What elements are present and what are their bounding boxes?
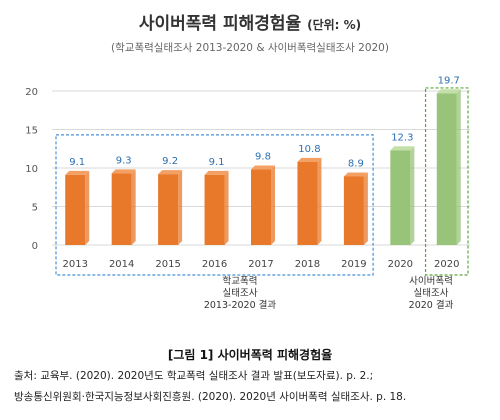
- x-tick-label: 2018: [295, 259, 320, 270]
- bar-top: [65, 170, 90, 175]
- data-label: 9.3: [116, 155, 132, 166]
- y-tick-label: 5: [32, 203, 38, 214]
- chart-unit: (단위: %): [307, 18, 362, 32]
- x-tick-label: 2020: [388, 259, 413, 270]
- bar-chart: 0 5 10 15 20 9.1 2013 9.3 2014 9.2 2015 9.1 2016 9.8 2…: [25, 75, 470, 276]
- x-tick-label: 2014: [109, 259, 134, 270]
- bar: [65, 174, 86, 245]
- bar: [204, 174, 225, 245]
- bar-top: [204, 170, 229, 175]
- x-tick-label: 2015: [155, 259, 180, 270]
- bar-top: [343, 172, 368, 177]
- chart-title-text: 사이버폭력 피해경험율: [138, 14, 302, 34]
- x-tick-label: 2019: [341, 259, 366, 270]
- bar-top: [251, 165, 275, 170]
- source-line-1: 출처: 교육부. (2020). 2020년도 학교폭력 실태조사 결과 발표(…: [14, 370, 374, 382]
- x-tick-label: 2016: [202, 259, 227, 270]
- bar: [111, 173, 132, 245]
- group-box-school: [55, 134, 374, 276]
- figure-caption: [그림 1] 사이버폭력 피해경험율: [167, 348, 333, 362]
- x-tick-label: 2013: [62, 259, 87, 270]
- group-label-school-line-2: 실태조사: [222, 288, 258, 299]
- group-label-cyber-line-3: 2020 결과: [408, 300, 454, 311]
- data-label: 9.2: [162, 156, 178, 167]
- bar-side: [271, 165, 275, 245]
- bar-top: [158, 170, 183, 175]
- data-label: 9.1: [69, 157, 85, 168]
- bar-side: [410, 146, 415, 245]
- bar-top: [390, 146, 415, 151]
- bar: [297, 161, 318, 245]
- chart-subtitle: (학교폭력실태조사 2013-2020 & 사이버폭력실태조사 2020): [111, 42, 389, 54]
- bar-side: [131, 169, 136, 245]
- chart-title: 사이버폭력 피해경험율 (단위: %): [0, 9, 500, 34]
- bar: [390, 150, 411, 245]
- bar-top: [297, 157, 322, 162]
- bar-side: [317, 157, 322, 245]
- y-tick-label: 15: [25, 126, 38, 137]
- x-tick-label: 2017: [248, 259, 273, 270]
- data-label: 10.8: [298, 144, 320, 155]
- bar-side: [363, 172, 368, 245]
- bar-side: [224, 170, 229, 245]
- data-label: 12.3: [391, 132, 413, 143]
- bar-top: [436, 89, 461, 94]
- group-label-cyber: 사이버폭력 실태조사 2020 결과: [376, 276, 486, 312]
- bar-top: [111, 169, 136, 174]
- data-label: 8.9: [348, 158, 364, 169]
- data-label: 9.8: [255, 152, 271, 163]
- data-label: 19.7: [438, 75, 460, 86]
- group-label-school: 학교폭력 실태조사 2013-2020 결과: [175, 276, 305, 312]
- source-line-2: 방송통신위원회·한국지능정보사회진흥원. (2020). 2020년 사이버폭력…: [14, 391, 407, 403]
- group-label-school-line-3: 2013-2020 결과: [203, 300, 277, 311]
- group-label-cyber-line-1: 사이버폭력: [409, 276, 453, 287]
- bar-side: [456, 89, 461, 245]
- x-tick-label: 2020: [434, 259, 459, 270]
- bar: [343, 176, 364, 245]
- group-box-cyber: [424, 87, 469, 276]
- y-tick-label: 20: [25, 87, 38, 98]
- y-tick-label: 0: [32, 241, 38, 252]
- bar: [158, 174, 179, 245]
- bar: [251, 169, 271, 245]
- y-tick-label: 10: [25, 164, 38, 175]
- data-label: 9.1: [209, 157, 225, 168]
- group-label-school-line-1: 학교폭력: [222, 276, 258, 287]
- bar: [436, 93, 457, 245]
- bar-side: [178, 170, 183, 245]
- bar-side: [85, 170, 90, 245]
- group-label-cyber-line-2: 실태조사: [413, 288, 449, 299]
